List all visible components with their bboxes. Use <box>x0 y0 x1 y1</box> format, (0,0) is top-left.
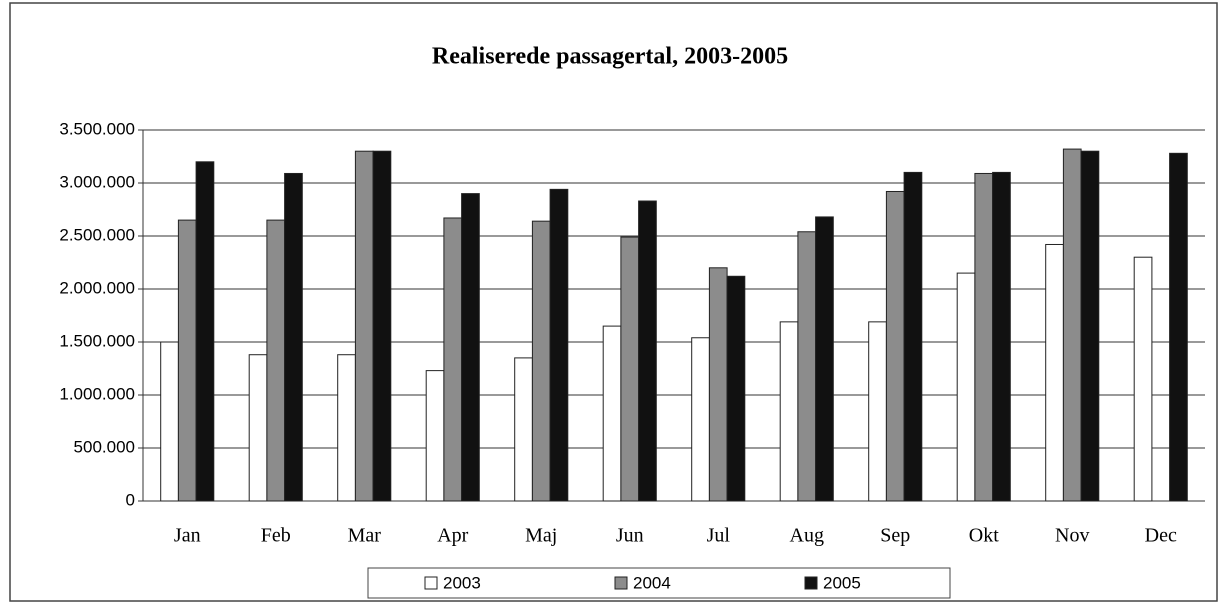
bar <box>974 172 994 502</box>
bar <box>1062 148 1082 502</box>
bar <box>443 217 463 502</box>
y-tick-label: 500.000 <box>74 437 135 456</box>
legend-swatch <box>424 576 438 590</box>
legend-swatch <box>804 576 818 590</box>
bar <box>372 150 392 502</box>
bar <box>1045 243 1064 502</box>
bar <box>797 231 817 502</box>
bar <box>531 220 551 502</box>
legend-box <box>367 567 951 599</box>
bar <box>160 341 179 502</box>
x-tick-label: Mar <box>348 525 382 547</box>
bar <box>195 161 215 502</box>
x-tick-label: Jul <box>707 525 731 547</box>
bar <box>903 171 923 502</box>
bar <box>284 172 303 502</box>
bar <box>992 171 1011 502</box>
legend-label: 2004 <box>633 573 671 592</box>
x-tick-label: Apr <box>437 525 468 547</box>
y-tick-label: 2.000.000 <box>59 278 135 297</box>
bar <box>248 354 268 502</box>
y-tick-label: 1.000.000 <box>59 384 135 403</box>
bar <box>708 267 728 502</box>
bar <box>266 219 286 502</box>
legend-label: 2005 <box>823 573 861 592</box>
bar <box>514 357 533 502</box>
x-tick-label: Dec <box>1145 525 1177 547</box>
legend-label: 2003 <box>443 573 481 592</box>
bar <box>638 200 657 502</box>
bar <box>1133 256 1153 502</box>
bar <box>461 193 480 502</box>
bar <box>602 325 622 502</box>
bar <box>779 321 799 502</box>
x-tick-label: Sep <box>880 525 910 547</box>
y-tick-label: 2.500.000 <box>59 225 135 244</box>
y-tick-label: 1.500.000 <box>59 331 135 350</box>
bar <box>425 370 445 502</box>
x-tick-label: Jan <box>174 525 201 547</box>
legend-swatch <box>614 576 628 590</box>
x-tick-label: Maj <box>525 525 557 547</box>
bar <box>177 219 197 502</box>
x-tick-label: Okt <box>969 525 999 547</box>
bar <box>620 236 640 502</box>
bar <box>1080 150 1100 502</box>
bar <box>726 275 746 502</box>
bar <box>868 321 887 502</box>
chart-title: Realiserede passagertal, 2003-2005 <box>432 44 788 70</box>
bar <box>885 190 905 502</box>
y-tick-label: 3.500.000 <box>59 119 135 138</box>
bar <box>1169 152 1188 502</box>
bar <box>956 272 976 502</box>
bar <box>337 354 356 502</box>
x-tick-label: Jun <box>616 525 644 547</box>
bar <box>354 150 374 502</box>
bar <box>691 337 710 502</box>
x-tick-label: Aug <box>790 525 824 547</box>
y-tick-label: 3.000.000 <box>59 172 135 191</box>
x-tick-label: Nov <box>1055 525 1089 547</box>
y-tick-label: 0 <box>126 490 135 509</box>
bar <box>549 188 569 502</box>
x-tick-label: Feb <box>261 525 291 547</box>
bar <box>815 216 834 502</box>
